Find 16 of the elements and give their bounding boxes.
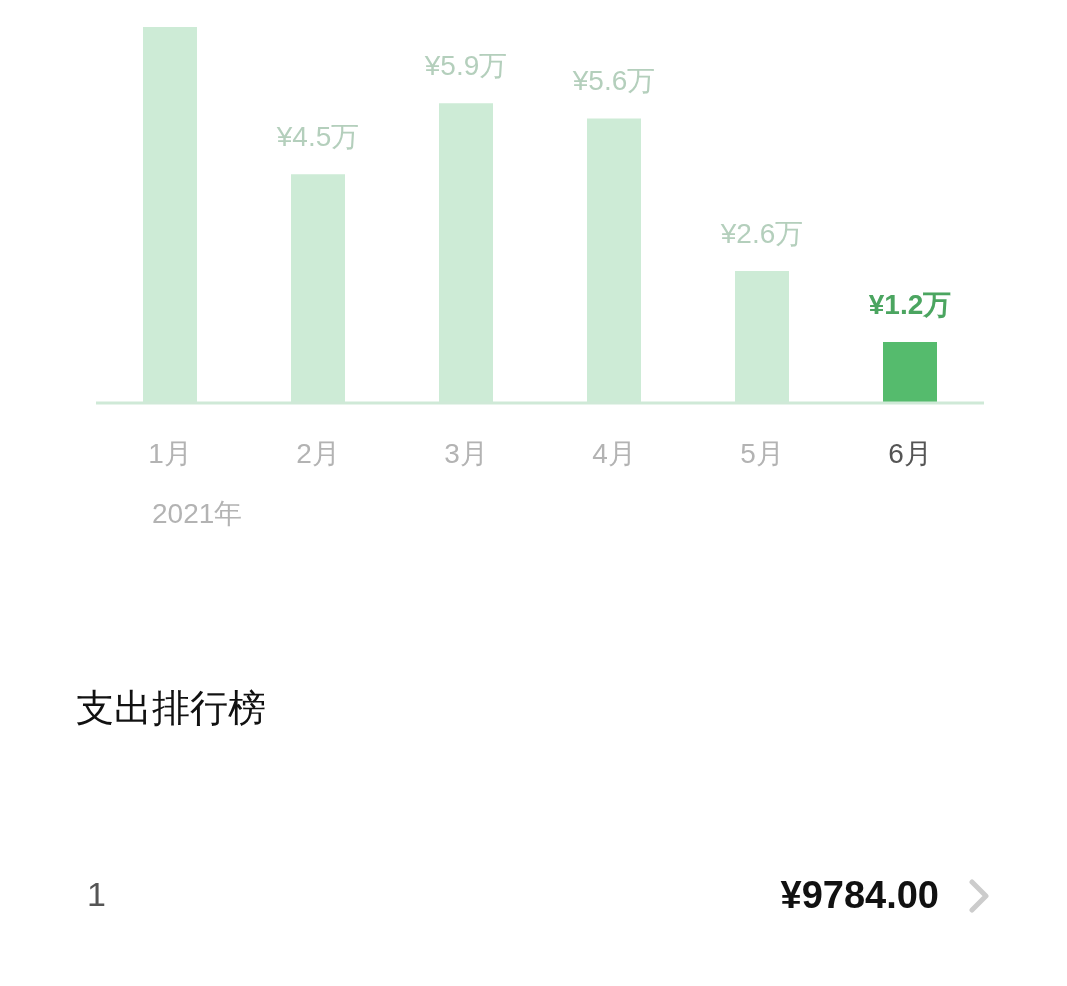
data-label: ¥5.9万	[423, 50, 508, 82]
text: 2021年	[152, 497, 243, 531]
x-tick-label: 2月	[296, 438, 340, 469]
x-tick-label: 3月	[444, 438, 488, 469]
data-label: ¥4.5万	[275, 121, 360, 153]
data-label: ¥1.2万	[868, 289, 952, 321]
x-tick-label: 1月	[148, 438, 192, 469]
x-tick-label: 6月	[888, 438, 932, 469]
text: ¥9784.00	[780, 873, 939, 918]
data-label: ¥2.6万	[719, 217, 804, 249]
data-label: ¥5.6万	[571, 65, 656, 97]
text: 1	[87, 874, 106, 915]
x-tick-label: 5月	[740, 438, 784, 469]
x-tick-label: 4月	[592, 438, 636, 469]
text: 支出排行榜	[76, 686, 266, 731]
bar	[883, 342, 937, 403]
